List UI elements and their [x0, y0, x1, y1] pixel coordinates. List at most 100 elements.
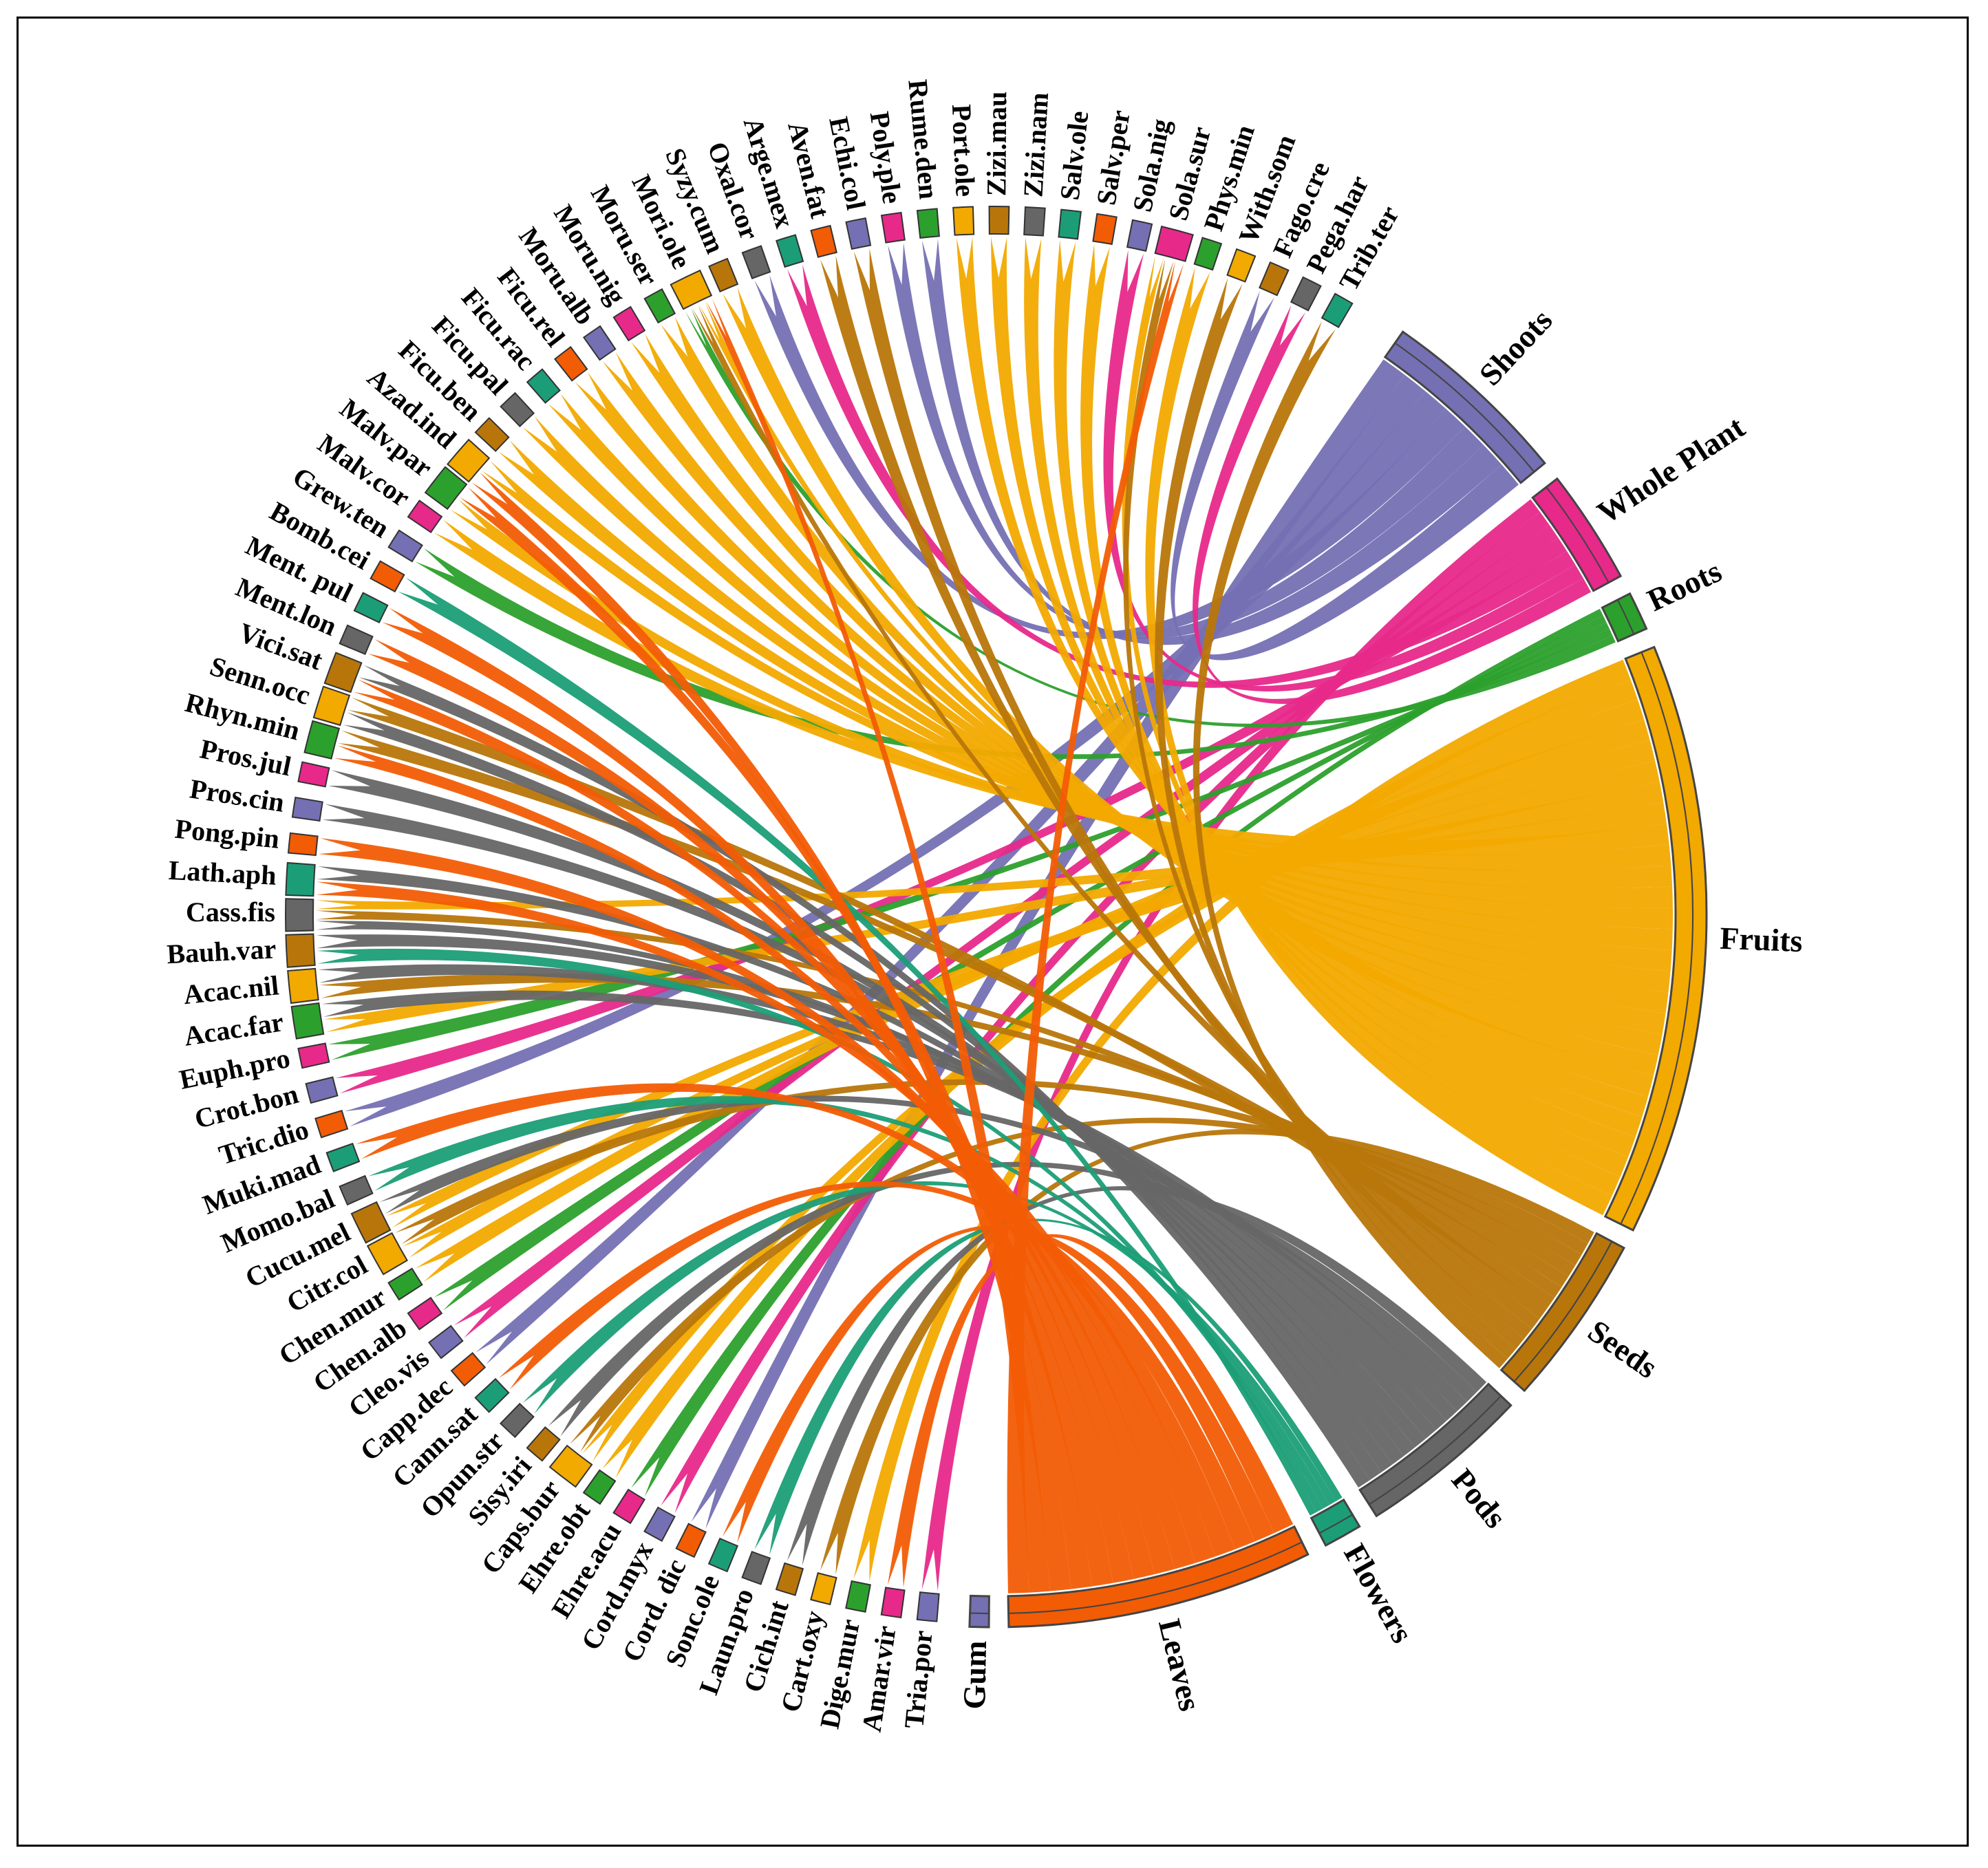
- species-arc-momo-bal: [339, 1174, 374, 1206]
- part-arcs-layer: [968, 330, 1708, 1629]
- species-label-acac-nil: Acac.nil: [182, 969, 281, 1010]
- part-arc-leaves: [1007, 1525, 1310, 1629]
- species-arc-sonc-ole: [707, 1537, 739, 1573]
- species-arc-ficu-rel: [553, 345, 588, 382]
- part-arc-inner-line-flowers: [1318, 1514, 1354, 1534]
- species-arc-moru-alb: [582, 325, 617, 361]
- species-arc-cass-fis: [284, 898, 314, 932]
- species-arcs-layer: [284, 206, 1354, 1622]
- species-arc-zizi-nam: [1023, 206, 1046, 237]
- species-label-pong-pin: Pong.pin: [173, 813, 281, 855]
- species-arc-grew-ten: [387, 529, 423, 563]
- part-label-seeds: Seeds: [1582, 1313, 1664, 1385]
- species-arc-oxal-cor: [741, 245, 771, 279]
- species-arc-dige-mur: [845, 1580, 871, 1613]
- species-arc-aven-fat: [810, 224, 837, 258]
- species-arc-moru-ser: [643, 288, 676, 324]
- species-arc-pros-jul: [297, 761, 330, 788]
- species-arc-sisy-iri: [526, 1426, 561, 1462]
- ribbon-sonc-ole-leaves: [722, 1225, 1274, 1543]
- species-arc-pega-har: [1290, 276, 1322, 312]
- part-arc-inner-line-fruits: [1619, 651, 1694, 1225]
- species-arc-acac-nil: [287, 967, 319, 1005]
- species-arc-vici-sat: [323, 652, 363, 694]
- species-arc-sola-nig: [1126, 219, 1153, 252]
- species-arc-ficu-rac: [526, 368, 561, 404]
- species-arc-ficu-ben: [474, 417, 510, 453]
- species-arc-ment-lon: [339, 624, 374, 655]
- species-arc-rhyn-min: [303, 720, 341, 760]
- species-arc-amar-vir: [880, 1587, 906, 1619]
- part-arc-pods: [1358, 1382, 1513, 1518]
- species-arc-sola-sur: [1154, 225, 1194, 262]
- species-arc-ment-pul: [353, 592, 389, 623]
- species-arc-tric-dio: [314, 1109, 349, 1139]
- part-arc-whole-plant: [1531, 477, 1623, 592]
- chart-frame: [17, 17, 1969, 1847]
- species-arc-fago-cre: [1259, 261, 1290, 297]
- species-arc-echi-col: [845, 217, 872, 250]
- species-arc-cann-sat: [474, 1377, 510, 1413]
- species-label-zizi-nam: Zizi.nam: [1017, 92, 1054, 198]
- species-arc-laun-pro: [741, 1550, 771, 1585]
- species-arc-crot-bon: [305, 1076, 339, 1104]
- part-arc-inner-line-roots: [1616, 599, 1635, 636]
- part-label-whole-plant: Whole Plant: [1591, 409, 1751, 530]
- ribbon-lath-aph-leaves: [316, 881, 1215, 1563]
- species-arc-mori-ole: [670, 269, 713, 310]
- species-arc-opun-str: [500, 1402, 535, 1439]
- species-arc-chen-mur: [387, 1267, 423, 1301]
- part-arc-roots: [1601, 592, 1648, 643]
- species-arc-salv-per: [1092, 213, 1118, 246]
- species-arc-cord-myx: [643, 1506, 676, 1542]
- species-label-cass-fis: Cass.fis: [186, 897, 275, 927]
- ribbon-cleo-vis-whole-plant: [453, 524, 1559, 1338]
- species-arc-port-ole: [952, 206, 975, 236]
- species-label-poly-ple: Poly.ple: [864, 109, 908, 206]
- species-label-tria-por: Tria.por: [898, 1629, 938, 1730]
- part-arc-inner-line-seeds: [1513, 1241, 1613, 1383]
- species-label-salv-ole: Salv.ole: [1054, 109, 1095, 202]
- part-label-pods: Pods: [1445, 1462, 1514, 1534]
- species-arc-trib-ter: [1321, 292, 1354, 328]
- species-arc-ficu-pal: [500, 391, 535, 428]
- ribbon-laun-pro-flowers: [754, 1219, 1343, 1556]
- part-label-flowers: Flowers: [1337, 1538, 1420, 1649]
- part-label-leaves: Leaves: [1152, 1615, 1208, 1715]
- species-arc-azad-ind: [446, 438, 491, 483]
- species-arc-cich-int: [775, 1562, 804, 1596]
- part-label-shoots: Shoots: [1473, 303, 1559, 392]
- species-arc-pong-pin: [287, 832, 319, 857]
- species-label-bauh-var: Bauh.var: [166, 933, 277, 969]
- species-arc-ehre-acu: [612, 1488, 646, 1525]
- species-label-rume-den: Rume.den: [902, 78, 944, 201]
- species-arc-caps-bur: [548, 1444, 593, 1488]
- species-arc-cucu-mel: [350, 1201, 392, 1244]
- species-arc-ehre-obt: [582, 1469, 617, 1505]
- species-arc-cord-dic: [675, 1523, 707, 1558]
- species-arc-senn-occ: [312, 685, 351, 727]
- species-arc-tria-por: [916, 1591, 940, 1622]
- part-arc-inner-line-shoots: [1393, 342, 1535, 473]
- species-label-port-ole: Port.ole: [946, 104, 981, 197]
- species-arc-euph-pro: [297, 1042, 330, 1069]
- ribbon-sisy-iri-pods: [548, 1161, 1477, 1437]
- species-arc-moru-nig: [612, 305, 646, 342]
- part-label-gum: Gum: [956, 1640, 993, 1710]
- species-arc-cleo-vis: [428, 1324, 464, 1360]
- species-arc-cart-oxy: [810, 1572, 837, 1606]
- species-arc-phys-min: [1193, 237, 1223, 271]
- species-label-lath-aph: Lath.aph: [168, 855, 277, 891]
- part-arc-seeds: [1499, 1232, 1626, 1393]
- part-arc-gum: [968, 1594, 990, 1629]
- ribbon-sola-sur-leaves: [1007, 261, 1184, 1593]
- species-arc-salv-ole: [1058, 208, 1082, 240]
- part-arc-flowers: [1310, 1498, 1361, 1547]
- species-arc-acac-far: [290, 1002, 325, 1040]
- part-label-fruits: Fruits: [1720, 921, 1804, 958]
- species-arc-lath-aph: [285, 861, 316, 897]
- species-arc-muki-mad: [325, 1142, 361, 1172]
- species-arc-arge-mex: [776, 234, 804, 268]
- species-arc-syzy-cum: [708, 257, 739, 293]
- species-arc-pros-cin: [291, 796, 323, 822]
